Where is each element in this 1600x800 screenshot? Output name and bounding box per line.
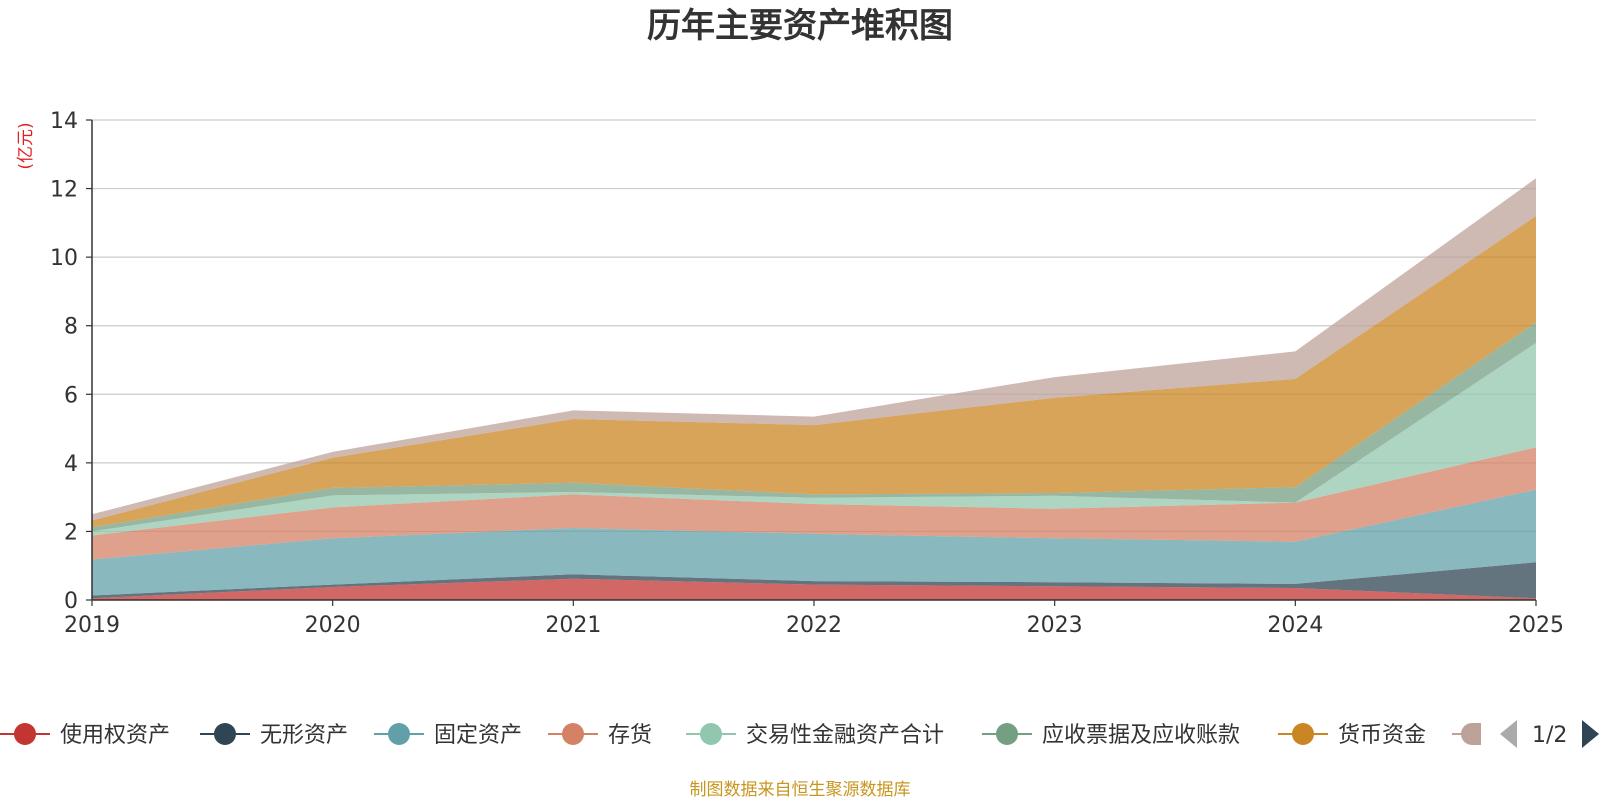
area-1[interactable] [92, 578, 1536, 600]
legend: 使用权资产 无形资产 固定资产 存货 交易性金融资产合计 应收票据及应收账款 货币资金 [0, 723, 1481, 748]
legend-label: 交易性金融资产合计 [746, 723, 944, 748]
chart-title: 历年主要资产堆积图 [647, 6, 953, 46]
legend-item[interactable]: 固定资产 [374, 723, 522, 748]
legend-marker [1461, 723, 1481, 745]
y-axis-ticks: 0 2 4 6 8 10 12 14 [50, 109, 92, 614]
y-tick-label: 4 [64, 452, 78, 477]
legend-label: 货币资金 [1338, 723, 1426, 748]
legend-marker [214, 723, 236, 745]
y-tick-label: 2 [64, 520, 78, 545]
legend-item[interactable]: 使用权资产 [0, 723, 170, 748]
x-tick-label: 2025 [1508, 613, 1564, 638]
legend-marker [996, 723, 1018, 745]
legend-marker [700, 723, 722, 745]
x-axis-ticks: 2019 2020 2021 2022 2023 2024 2025 [64, 600, 1564, 638]
area-series [92, 178, 1536, 600]
y-tick-label: 10 [50, 246, 78, 271]
legend-marker [562, 723, 584, 745]
y-tick-label: 12 [50, 178, 78, 203]
legend-prev-icon[interactable] [1500, 720, 1517, 748]
legend-marker [388, 723, 410, 745]
legend-page-indicator: 1/2 [1532, 723, 1567, 748]
legend-label: 无形资产 [260, 723, 348, 748]
y-tick-label: 14 [50, 109, 78, 134]
legend-item[interactable]: 应收票据及应收账款 [982, 723, 1240, 748]
legend-next-icon[interactable] [1582, 720, 1599, 748]
legend-label: 使用权资产 [60, 723, 170, 748]
area-5[interactable] [92, 342, 1536, 536]
area-8[interactable] [92, 178, 1536, 521]
area-4[interactable] [92, 447, 1536, 560]
legend-pager: 1/2 [1500, 720, 1599, 748]
legend-label: 应收票据及应收账款 [1042, 723, 1240, 748]
x-tick-label: 2024 [1267, 613, 1323, 638]
y-tick-label: 6 [64, 383, 78, 408]
y-axis-unit: (亿元) [16, 122, 36, 169]
legend-item[interactable] [1452, 723, 1481, 745]
x-tick-label: 2019 [64, 613, 120, 638]
area-3[interactable] [92, 489, 1536, 596]
legend-item[interactable]: 存货 [548, 723, 652, 748]
x-tick-label: 2022 [786, 613, 842, 638]
legend-label: 固定资产 [434, 723, 522, 748]
data-source-note: 制图数据来自恒生聚源数据库 [690, 780, 911, 800]
legend-item[interactable]: 交易性金融资产合计 [686, 723, 944, 748]
y-tick-label: 0 [64, 589, 78, 614]
y-tick-label: 8 [64, 315, 78, 340]
legend-label: 存货 [608, 723, 652, 748]
area-7[interactable] [92, 216, 1536, 528]
x-tick-label: 2020 [305, 613, 361, 638]
legend-marker [1292, 723, 1314, 745]
x-tick-label: 2023 [1027, 613, 1083, 638]
legend-item[interactable]: 无形资产 [200, 723, 348, 748]
x-tick-label: 2021 [545, 613, 601, 638]
legend-marker [14, 723, 36, 745]
legend-item[interactable]: 货币资金 [1278, 723, 1426, 748]
